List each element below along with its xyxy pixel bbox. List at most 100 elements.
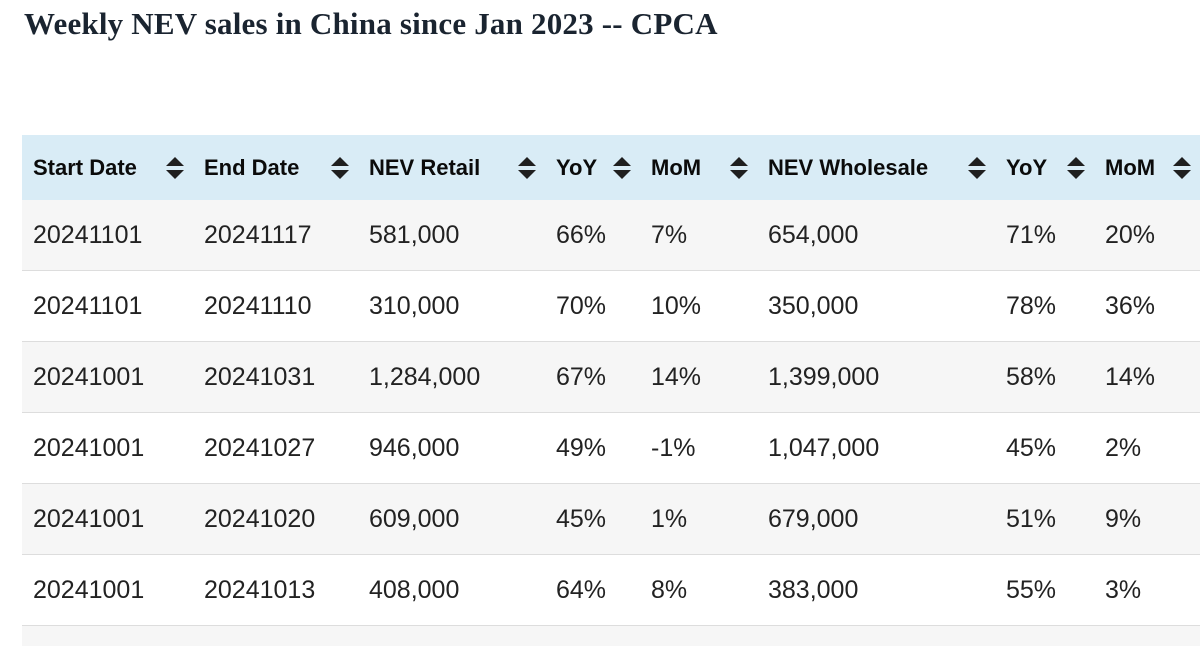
sort-down-arrow-icon xyxy=(613,169,631,179)
column-label-yoy-retail: YoY xyxy=(556,154,598,180)
sort-icon[interactable] xyxy=(1173,156,1191,179)
cell-mom-wholesale: 20% xyxy=(1105,220,1156,249)
sort-up-arrow-icon xyxy=(1067,156,1085,166)
page-title: Weekly NEV sales in China since Jan 2023… xyxy=(24,6,718,41)
column-label-mom-retail: MoM xyxy=(651,154,702,180)
cell-yoy-wholesale: 78% xyxy=(1006,291,1057,320)
sort-down-arrow-icon xyxy=(968,169,986,179)
column-label-nev-retail: NEV Retail xyxy=(369,154,481,180)
table-header: Start Date End Date NEV Retail YoY MoM NEV Wh… xyxy=(22,135,1200,200)
sort-up-arrow-icon xyxy=(730,156,748,166)
sort-up-arrow-icon xyxy=(968,156,986,166)
sort-icon[interactable] xyxy=(166,156,184,179)
cell-yoy-retail: 66% xyxy=(556,220,607,249)
cell-mom-retail: 8% xyxy=(651,575,688,604)
cell-mom-wholesale: 3% xyxy=(1105,575,1142,604)
sort-down-arrow-icon xyxy=(1173,169,1191,179)
sort-down-arrow-icon xyxy=(166,169,184,179)
table-body: 20241101 20241117 581,000 66% 7% 654,000 71% 20… xyxy=(22,200,1200,625)
sort-icon[interactable] xyxy=(331,156,349,179)
cell-mom-retail: -1% xyxy=(651,433,696,462)
cell-end-date: 20241117 xyxy=(204,220,312,249)
cell-nev-retail: 310,000 xyxy=(369,291,460,320)
cell-nev-retail: 609,000 xyxy=(369,504,460,533)
cell-mom-retail: 7% xyxy=(651,220,688,249)
cell-nev-retail: 946,000 xyxy=(369,433,460,462)
sort-icon[interactable] xyxy=(968,156,986,179)
cell-yoy-retail: 70% xyxy=(556,291,607,320)
cell-nev-wholesale: 350,000 xyxy=(768,291,859,320)
cell-nev-retail: 581,000 xyxy=(369,220,460,249)
sort-up-arrow-icon xyxy=(166,156,184,166)
sort-up-arrow-icon xyxy=(518,156,536,166)
table-row: 20241101 20241110 310,000 70% 10% 350,000 78% 3… xyxy=(22,270,1200,342)
sort-down-arrow-icon xyxy=(1067,169,1085,179)
column-label-end-date: End Date xyxy=(204,154,300,180)
sort-icon[interactable] xyxy=(518,156,536,179)
cell-end-date: 20241013 xyxy=(204,575,316,604)
cell-yoy-retail: 45% xyxy=(556,504,607,533)
table-row: 20241001 20241031 1,284,000 67% 14% 1,399,000… xyxy=(22,341,1200,413)
table-row: 20241101 20241117 581,000 66% 7% 654,000 71% 20… xyxy=(22,200,1200,271)
column-header-start-date[interactable]: Start Date xyxy=(22,135,193,200)
cell-yoy-retail: 49% xyxy=(556,433,607,462)
cell-mom-wholesale: 2% xyxy=(1105,433,1142,462)
cell-mom-retail: 14% xyxy=(651,362,702,391)
cell-nev-wholesale: 1,047,000 xyxy=(768,433,880,462)
cell-yoy-wholesale: 71% xyxy=(1006,220,1057,249)
nev-sales-table-wrap: Start Date End Date NEV Retail YoY MoM NEV Wh… xyxy=(22,135,1200,646)
column-label-mom-wholesale: MoM xyxy=(1105,154,1156,180)
table-row: 20241001 20241013 408,000 64% 8% 383,000 55% 3% xyxy=(22,554,1200,625)
cell-mom-wholesale: 9% xyxy=(1105,504,1142,533)
sort-down-arrow-icon xyxy=(331,169,349,179)
cell-end-date: 20241031 xyxy=(204,362,316,391)
sort-down-arrow-icon xyxy=(518,169,536,179)
column-header-nev-wholesale[interactable]: NEV Wholesale xyxy=(757,135,995,200)
column-header-mom-retail[interactable]: MoM xyxy=(640,135,757,200)
cell-yoy-wholesale: 45% xyxy=(1006,433,1057,462)
cell-yoy-wholesale: 58% xyxy=(1006,362,1057,391)
cell-mom-retail: 10% xyxy=(651,291,702,320)
column-header-yoy-wholesale[interactable]: YoY xyxy=(995,135,1094,200)
sort-icon[interactable] xyxy=(1067,156,1085,179)
sort-icon[interactable] xyxy=(730,156,748,179)
cell-yoy-wholesale: 55% xyxy=(1006,575,1057,604)
cell-nev-wholesale: 679,000 xyxy=(768,504,859,533)
column-header-yoy-retail[interactable]: YoY xyxy=(545,135,640,200)
cell-yoy-wholesale: 51% xyxy=(1006,504,1057,533)
column-label-nev-wholesale: NEV Wholesale xyxy=(768,154,929,180)
cell-end-date: 20241027 xyxy=(204,433,316,462)
sort-icon[interactable] xyxy=(613,156,631,179)
sort-up-arrow-icon xyxy=(331,156,349,166)
cell-nev-wholesale: 1,399,000 xyxy=(768,362,880,391)
table-header-row: Start Date End Date NEV Retail YoY MoM NEV Wh… xyxy=(22,135,1200,200)
partial-next-row xyxy=(22,625,1200,646)
nev-sales-table: Start Date End Date NEV Retail YoY MoM NEV Wh… xyxy=(22,135,1200,625)
cell-start-date: 20241101 xyxy=(33,220,143,249)
cell-mom-retail: 1% xyxy=(651,504,688,533)
table-row: 20241001 20241020 609,000 45% 1% 679,000 51% 9% xyxy=(22,483,1200,555)
sort-up-arrow-icon xyxy=(1173,156,1191,166)
column-header-mom-wholesale[interactable]: MoM xyxy=(1094,135,1200,200)
table-row: 20241001 20241027 946,000 49% -1% 1,047,000 45… xyxy=(22,412,1200,484)
cell-yoy-retail: 64% xyxy=(556,575,607,604)
sort-up-arrow-icon xyxy=(613,156,631,166)
column-label-yoy-wholesale: YoY xyxy=(1006,154,1048,180)
cell-nev-wholesale: 654,000 xyxy=(768,220,859,249)
cell-yoy-retail: 67% xyxy=(556,362,607,391)
column-header-end-date[interactable]: End Date xyxy=(193,135,358,200)
cell-start-date: 20241001 xyxy=(33,575,145,604)
cell-start-date: 20241101 xyxy=(33,291,143,320)
cell-end-date: 20241110 xyxy=(204,291,312,320)
cell-nev-wholesale: 383,000 xyxy=(768,575,859,604)
column-label-start-date: Start Date xyxy=(33,154,137,180)
cell-start-date: 20241001 xyxy=(33,433,145,462)
cell-mom-wholesale: 14% xyxy=(1105,362,1156,391)
cell-nev-retail: 1,284,000 xyxy=(369,362,481,391)
cell-end-date: 20241020 xyxy=(204,504,316,533)
cell-mom-wholesale: 36% xyxy=(1105,291,1156,320)
cell-start-date: 20241001 xyxy=(33,362,145,391)
column-header-nev-retail[interactable]: NEV Retail xyxy=(358,135,545,200)
cell-start-date: 20241001 xyxy=(33,504,145,533)
sort-down-arrow-icon xyxy=(730,169,748,179)
